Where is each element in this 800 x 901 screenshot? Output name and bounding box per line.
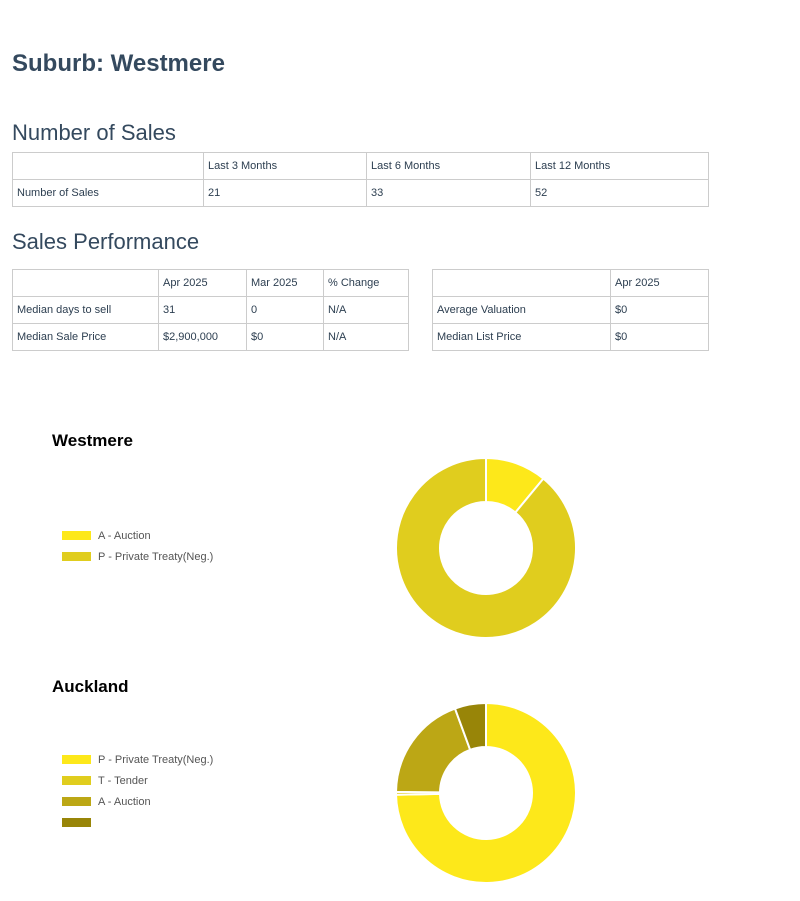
performance-header-cell: Mar 2025 bbox=[246, 269, 324, 297]
performance-cell: 31 bbox=[158, 296, 247, 324]
sales-cell: Number of Sales bbox=[12, 179, 204, 207]
legend-swatch bbox=[62, 818, 91, 827]
legend-swatch bbox=[62, 755, 91, 764]
legend-label: A - Auction bbox=[98, 796, 151, 808]
performance-cell: $0 bbox=[246, 323, 324, 351]
legend-label: A - Auction bbox=[98, 530, 151, 542]
sales-header-cell bbox=[12, 152, 204, 180]
sales-performance-table: Apr 2025 Mar 2025% Change Median days to s… bbox=[12, 269, 409, 351]
performance-header-row: Apr 2025 Mar 2025% Change bbox=[12, 269, 409, 297]
legend-label: P - Private Treaty(Neg.) bbox=[98, 754, 214, 766]
valuation-cell: $0 bbox=[610, 323, 709, 351]
performance-cell: N/A bbox=[323, 296, 409, 324]
number-of-sales-heading: Number of Sales bbox=[12, 120, 176, 145]
valuation-header-cell bbox=[432, 269, 611, 297]
number-of-sales-table: Last 3 Months Last 6 Months Last 12 Months… bbox=[12, 152, 709, 207]
legend-swatch bbox=[62, 797, 91, 806]
sales-header-cell: Last 12 Months bbox=[530, 152, 709, 180]
valuation-row: Average Valuation $0 bbox=[432, 296, 709, 324]
sales-header-cell: Last 3 Months bbox=[203, 152, 367, 180]
valuation-cell: Median List Price bbox=[432, 323, 611, 351]
valuation-table: Apr 2025 Average Valuation $0 Median List P… bbox=[432, 269, 709, 351]
donut-slice[interactable] bbox=[395, 456, 578, 639]
performance-cell: Median Sale Price bbox=[12, 323, 159, 351]
westmere-donut-chart bbox=[395, 456, 578, 639]
valuation-cell: Average Valuation bbox=[432, 296, 611, 324]
legend-swatch bbox=[62, 776, 91, 785]
donut-slice[interactable] bbox=[453, 701, 487, 752]
valuation-cell: $0 bbox=[610, 296, 709, 324]
performance-row: Median Sale Price $2,900,000 $0 N/A bbox=[12, 323, 409, 351]
valuation-header-cell: Apr 2025 bbox=[610, 269, 709, 297]
performance-cell: 0 bbox=[246, 296, 324, 324]
valuation-row: Median List Price $0 bbox=[432, 323, 709, 351]
sales-cell: 52 bbox=[530, 179, 709, 207]
sales-header-cell: Last 6 Months bbox=[366, 152, 531, 180]
donut-slice[interactable] bbox=[394, 701, 578, 884]
page-title: Suburb: Westmere bbox=[12, 50, 225, 77]
sales-row: Number of Sales 21 33 52 bbox=[12, 179, 709, 207]
performance-cell: Median days to sell bbox=[12, 296, 159, 324]
legend-label: P - Private Treaty(Neg.) bbox=[98, 551, 214, 563]
legend-label: T - Tender bbox=[98, 775, 148, 787]
sales-cell: 33 bbox=[366, 179, 531, 207]
sales-performance-heading: Sales Performance bbox=[12, 229, 200, 254]
performance-header-cell: Apr 2025 bbox=[158, 269, 247, 297]
auckland-chart-title: Auckland bbox=[52, 677, 129, 696]
performance-header-cell: % Change bbox=[323, 269, 409, 297]
performance-row: Median days to sell 31 0 N/A bbox=[12, 296, 409, 324]
westmere-chart-title: Westmere bbox=[52, 431, 133, 450]
legend-swatch bbox=[62, 552, 91, 561]
legend-swatch bbox=[62, 531, 91, 540]
sales-cell: 21 bbox=[203, 179, 367, 207]
auckland-donut-chart bbox=[394, 701, 578, 884]
performance-cell: N/A bbox=[323, 323, 409, 351]
performance-header-cell bbox=[12, 269, 159, 297]
sales-header-row: Last 3 Months Last 6 Months Last 12 Months bbox=[12, 152, 709, 180]
valuation-header-row: Apr 2025 bbox=[432, 269, 709, 297]
performance-cell: $2,900,000 bbox=[158, 323, 247, 351]
